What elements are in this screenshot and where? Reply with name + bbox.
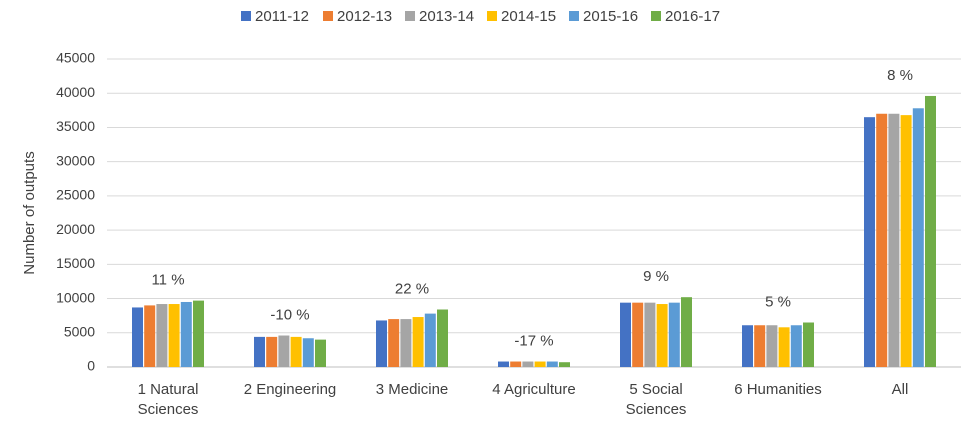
legend-label: 2011-12 bbox=[255, 8, 309, 25]
bar bbox=[754, 325, 766, 367]
bar bbox=[498, 361, 509, 367]
bar bbox=[278, 335, 290, 367]
bar bbox=[193, 300, 204, 367]
bar bbox=[742, 325, 753, 367]
bar bbox=[400, 319, 412, 367]
bar bbox=[522, 361, 534, 367]
x-tick-label: 2 Engineering bbox=[243, 381, 337, 398]
bar bbox=[302, 338, 314, 367]
x-tick-label: 1 Natural Sciences bbox=[137, 381, 199, 418]
bar bbox=[180, 301, 192, 367]
legend-label: 2015-16 bbox=[583, 8, 638, 25]
x-tick-label: 3 Medicine bbox=[375, 381, 449, 398]
bar bbox=[412, 317, 424, 367]
bar bbox=[376, 320, 387, 367]
bar bbox=[925, 95, 936, 368]
bar bbox=[144, 305, 156, 367]
annotation: 8 % bbox=[887, 67, 913, 84]
y-tick-label: 0 bbox=[87, 358, 95, 374]
bar bbox=[900, 115, 912, 367]
bar bbox=[620, 302, 631, 367]
legend-swatch bbox=[323, 11, 333, 21]
y-tick-label: 15000 bbox=[56, 255, 95, 271]
y-axis-label: Number of outputs bbox=[21, 151, 38, 274]
legend-label: 2014-15 bbox=[501, 8, 556, 25]
bar bbox=[912, 108, 924, 367]
y-tick-label: 10000 bbox=[56, 289, 95, 305]
bar bbox=[559, 362, 570, 367]
bar bbox=[290, 336, 302, 367]
bar bbox=[266, 336, 278, 367]
bar bbox=[766, 325, 778, 367]
annotation: 22 % bbox=[395, 280, 429, 297]
legend-swatch bbox=[405, 11, 415, 21]
bar bbox=[254, 336, 265, 367]
bar bbox=[546, 361, 558, 367]
y-tick-label: 45000 bbox=[56, 50, 95, 66]
bar bbox=[668, 302, 680, 367]
bar bbox=[437, 309, 448, 367]
y-tick-label: 30000 bbox=[56, 152, 95, 168]
bar bbox=[778, 327, 790, 367]
bar bbox=[864, 117, 875, 367]
bar bbox=[790, 325, 802, 367]
legend-swatch bbox=[569, 11, 579, 21]
x-tick-label: 4 Agriculture bbox=[492, 381, 576, 398]
bar bbox=[315, 339, 326, 367]
bar bbox=[510, 361, 522, 367]
annotation: -17 % bbox=[514, 332, 553, 349]
bar bbox=[644, 302, 656, 367]
legend-label: 2012-13 bbox=[337, 8, 392, 25]
bar bbox=[168, 304, 180, 367]
legend-label: 2013-14 bbox=[419, 8, 474, 25]
annotation: 9 % bbox=[643, 268, 669, 285]
annotation: 11 % bbox=[151, 272, 184, 289]
bar bbox=[681, 297, 692, 367]
legend-swatch bbox=[651, 11, 661, 21]
y-tick-label: 25000 bbox=[56, 187, 95, 203]
legend-label: 2016-17 bbox=[665, 8, 720, 25]
annotation: -10 % bbox=[270, 306, 309, 323]
bar bbox=[424, 313, 436, 367]
bar bbox=[632, 302, 644, 367]
bar bbox=[156, 304, 168, 367]
bar bbox=[388, 319, 400, 367]
y-tick-label: 5000 bbox=[64, 323, 95, 339]
bar bbox=[132, 307, 143, 367]
bar bbox=[888, 113, 900, 367]
annotation: 5 % bbox=[765, 293, 791, 310]
x-tick-label: All bbox=[891, 381, 909, 398]
legend-swatch bbox=[487, 11, 497, 21]
bar bbox=[534, 361, 546, 367]
x-tick-label: 6 Humanities bbox=[734, 381, 822, 398]
x-tick-label: 5 Social Sciences bbox=[625, 381, 687, 418]
y-tick-label: 40000 bbox=[56, 84, 95, 100]
legend-swatch bbox=[241, 11, 251, 21]
bar bbox=[876, 113, 888, 367]
bar bbox=[656, 304, 668, 367]
y-tick-label: 35000 bbox=[56, 118, 95, 134]
bar bbox=[803, 322, 814, 367]
y-tick-label: 20000 bbox=[56, 221, 95, 237]
